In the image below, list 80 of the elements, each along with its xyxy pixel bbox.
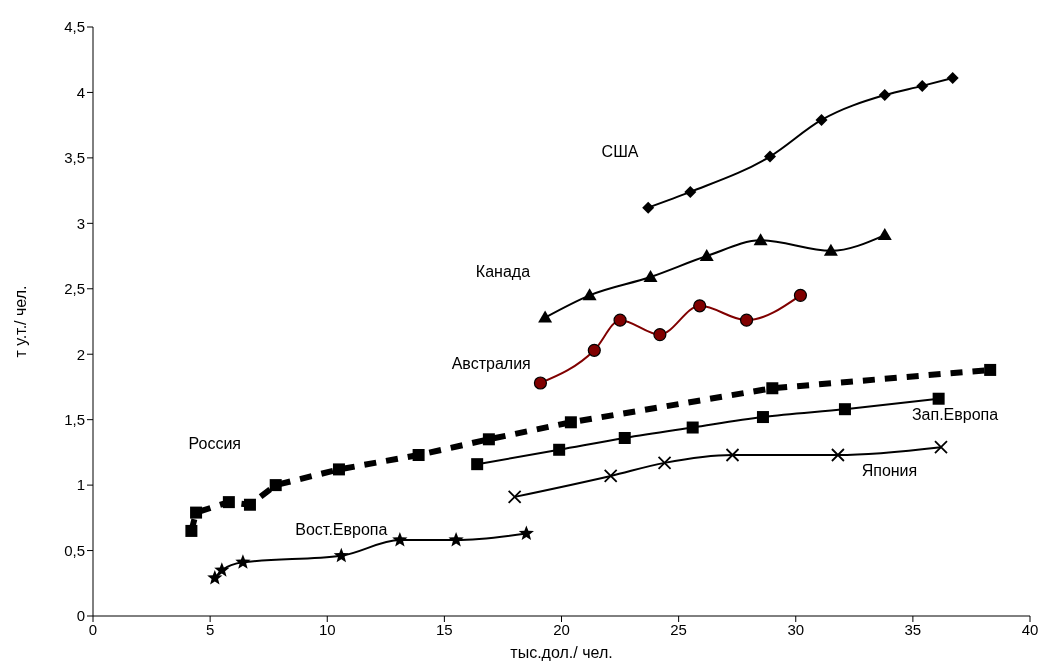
point (946, 72, 959, 85)
text: Канада (475, 263, 531, 281)
x-tick-label: 40 (1021, 620, 1039, 638)
x-tick-label: 25 (670, 620, 687, 638)
point (582, 288, 597, 301)
point (878, 89, 891, 102)
point (269, 479, 282, 492)
point (739, 313, 754, 327)
point (838, 403, 851, 416)
x-tick-label: 15 (436, 620, 453, 638)
x-tick-label: 5 (205, 620, 215, 638)
point (207, 570, 223, 585)
point (603, 469, 618, 483)
y-tick-label: 0,5 (64, 541, 85, 559)
text: США (601, 143, 639, 161)
point (392, 532, 408, 547)
point (831, 448, 845, 462)
x-tick-label: 10 (318, 620, 336, 638)
point (725, 448, 740, 462)
series-label: Зап.Европа (911, 406, 999, 424)
x-tick-label: 30 (787, 620, 805, 638)
point (222, 496, 235, 509)
point (190, 506, 203, 519)
y-axis-title: т у.т./ чел. (11, 285, 29, 358)
point (243, 498, 256, 511)
y-tick-label: 1,5 (64, 410, 85, 428)
point (471, 458, 484, 471)
point (448, 532, 464, 547)
point (815, 113, 828, 126)
series-label: Вост.Европа (295, 521, 388, 539)
y-tick-label: 2,5 (64, 280, 85, 298)
point (934, 440, 948, 455)
point (482, 433, 495, 446)
y-tick-label: 2 (76, 345, 85, 363)
point (618, 431, 631, 444)
point (793, 288, 808, 302)
point (932, 392, 945, 405)
point (412, 449, 425, 462)
point (235, 554, 251, 569)
point (657, 455, 672, 470)
x-tick-label: 35 (904, 620, 922, 638)
x-tick-label: 0 (88, 620, 98, 638)
point (753, 233, 768, 246)
point (533, 376, 548, 390)
point (333, 547, 349, 563)
series-label: Япония (861, 462, 918, 480)
point (564, 416, 577, 429)
y-tick-label: 0 (76, 607, 85, 625)
point (538, 310, 553, 323)
series-label: Австралия (451, 355, 531, 373)
point (686, 421, 699, 434)
point (916, 79, 929, 92)
point (214, 562, 230, 577)
y-tick-label: 3 (76, 214, 85, 232)
point (763, 150, 776, 163)
point (766, 382, 779, 395)
point (553, 443, 566, 456)
x-axis-title: тыс.дол./ чел. (510, 644, 613, 661)
point (684, 185, 697, 198)
point (653, 327, 667, 342)
point (699, 249, 714, 262)
point (507, 489, 522, 504)
point (518, 525, 534, 541)
y-tick-label: 1 (76, 476, 85, 494)
point (643, 270, 658, 282)
point (693, 299, 707, 313)
point (332, 463, 345, 476)
point (587, 343, 601, 357)
point (642, 201, 655, 214)
point (185, 524, 198, 537)
point (823, 243, 838, 256)
point (877, 228, 892, 241)
x-tick-label: 20 (553, 620, 570, 638)
y-tick-label: 3,5 (64, 149, 85, 167)
y-tick-label: 4,5 (64, 18, 85, 36)
point (984, 363, 997, 376)
point (756, 411, 769, 424)
text: Россия (188, 434, 242, 452)
point (613, 313, 627, 327)
y-tick-label: 4 (76, 83, 85, 101)
